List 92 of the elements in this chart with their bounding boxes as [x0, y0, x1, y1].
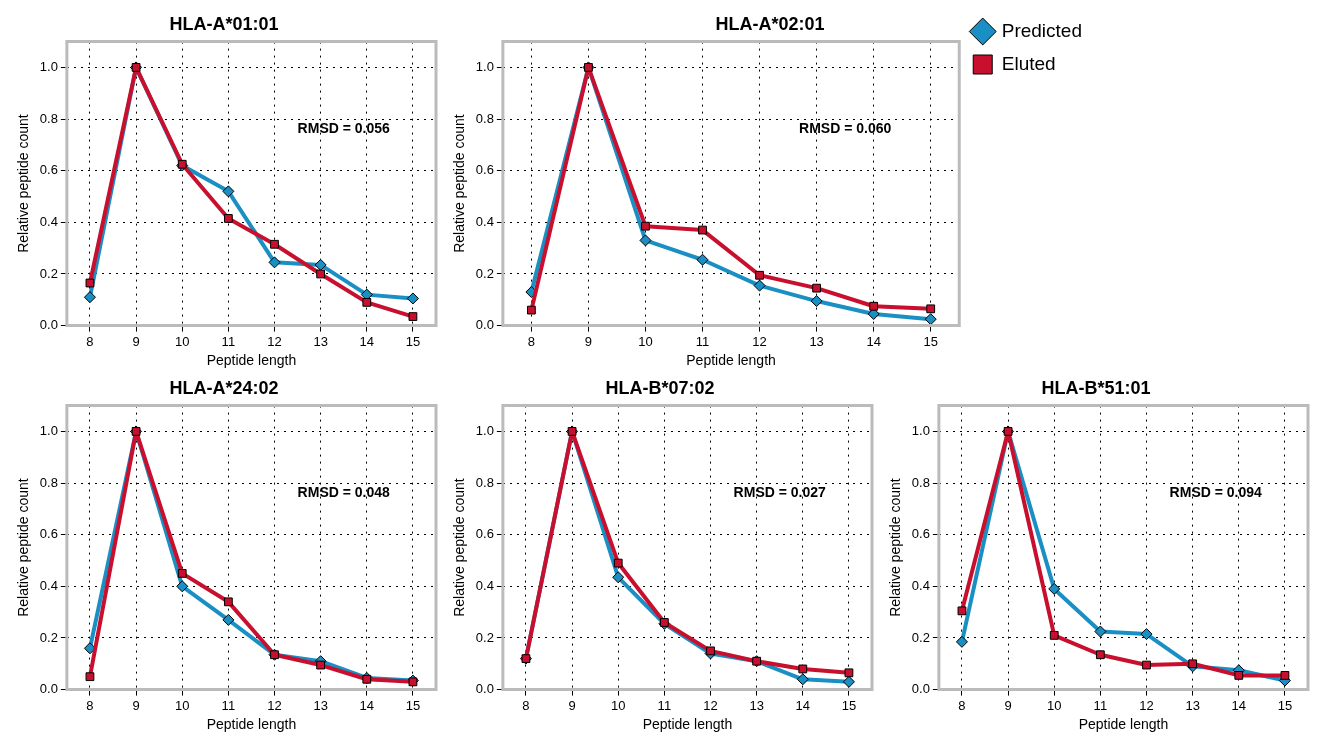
legend-label: Eluted: [1001, 52, 1056, 74]
annotation: RMSD = 0.027: [733, 484, 827, 501]
y-tick-label: 0.8: [475, 474, 494, 490]
y-tick-label: 0.2: [475, 265, 494, 281]
x-tick-label: 13: [749, 697, 764, 713]
y-tick-label: 0.2: [39, 265, 58, 281]
x-tick-label: 13: [1185, 697, 1200, 713]
y-tick-label: 0.0: [475, 317, 494, 333]
y-tick-label: 0.8: [911, 474, 930, 490]
y-axis-title: Relative peptide count: [451, 478, 468, 617]
x-tick-label: 14: [359, 697, 375, 713]
x-tick-label: 10: [174, 697, 190, 713]
x-tick-label: 12: [703, 697, 718, 713]
chart-title: HLA-A*24:02: [169, 377, 279, 398]
x-axis-title: Peptide length: [206, 352, 297, 369]
y-tick-label: 1.0: [475, 59, 494, 74]
y-tick-label: 0.2: [475, 629, 494, 645]
y-tick-label: 0.4: [39, 577, 58, 593]
y-tick-label: 0.8: [39, 110, 58, 126]
x-axis-title: Peptide length: [686, 352, 776, 369]
x-tick-label: 14: [359, 333, 375, 349]
y-tick-label: 0.4: [475, 213, 494, 229]
y-tick-label: 0.6: [911, 526, 930, 542]
x-tick-label: 15: [405, 333, 421, 349]
x-tick-label: 8: [527, 333, 536, 349]
y-tick-label: 0.8: [39, 474, 58, 490]
y-tick-label: 0.6: [39, 162, 58, 178]
annotation: RMSD = 0.094: [1169, 484, 1263, 501]
x-tick-label: 13: [313, 333, 328, 349]
y-axis-title: Relative peptide count: [15, 478, 32, 617]
x-tick-label: 11: [657, 697, 672, 713]
x-tick-label: 12: [267, 697, 282, 713]
x-tick-label: 11: [1093, 697, 1108, 713]
annotation: RMSD = 0.060: [799, 120, 892, 137]
y-tick-label: 0.0: [475, 681, 494, 697]
chart-title: HLA-B*51:01: [1041, 377, 1151, 398]
y-tick-label: 0.4: [911, 577, 930, 593]
x-tick-label: 9: [1004, 697, 1012, 713]
annotation: RMSD = 0.056: [297, 120, 391, 137]
y-tick-label: 0.2: [911, 629, 930, 645]
x-tick-label: 14: [795, 697, 811, 713]
chart-title: HLA-A*02:01: [715, 13, 825, 34]
y-tick-label: 1.0: [39, 423, 58, 438]
x-tick-label: 9: [132, 333, 140, 349]
legend-label: Predicted: [1001, 19, 1083, 41]
x-tick-label: 12: [1139, 697, 1154, 713]
x-tick-label: 15: [405, 697, 421, 713]
y-axis-title: Relative peptide count: [15, 114, 32, 253]
y-tick-label: 0.0: [39, 681, 58, 697]
x-tick-label: 8: [86, 697, 94, 713]
y-tick-label: 0.2: [39, 629, 58, 645]
y-tick-label: 0.6: [39, 526, 58, 542]
annotation: RMSD = 0.048: [297, 484, 391, 501]
y-tick-label: 0.0: [911, 681, 930, 697]
x-axis-title: Peptide length: [206, 716, 297, 733]
x-tick-label: 10: [1046, 697, 1062, 713]
x-tick-label: 10: [174, 333, 190, 349]
x-tick-label: 14: [1231, 697, 1247, 713]
x-tick-label: 15: [841, 697, 857, 713]
x-tick-label: 8: [522, 697, 530, 713]
y-tick-label: 1.0: [911, 423, 930, 438]
y-tick-label: 1.0: [475, 423, 494, 438]
y-axis-title: Relative peptide count: [887, 478, 904, 617]
y-tick-label: 1.0: [39, 59, 58, 74]
chart-title: HLA-A*01:01: [169, 13, 279, 34]
x-tick-label: 8: [86, 333, 94, 349]
y-tick-label: 0.6: [475, 162, 494, 178]
x-tick-label: 9: [568, 697, 576, 713]
x-tick-label: 13: [809, 333, 824, 349]
y-tick-label: 0.4: [39, 213, 58, 229]
x-tick-label: 10: [610, 697, 626, 713]
x-tick-label: 14: [866, 333, 881, 349]
x-tick-label: 13: [313, 697, 328, 713]
x-tick-label: 10: [638, 333, 653, 349]
x-tick-label: 12: [752, 333, 767, 349]
y-tick-label: 0.8: [475, 110, 494, 126]
x-axis-title: Peptide length: [642, 716, 733, 733]
y-tick-label: 0.4: [475, 577, 494, 593]
y-axis-title: Relative peptide count: [451, 114, 468, 253]
x-axis-title: Peptide length: [1078, 716, 1169, 733]
y-tick-label: 0.0: [39, 317, 58, 333]
x-tick-label: 9: [132, 697, 140, 713]
chart-title: HLA-B*07:02: [605, 377, 715, 398]
x-tick-label: 11: [221, 333, 236, 349]
x-tick-label: 12: [267, 333, 282, 349]
x-tick-label: 11: [695, 333, 710, 349]
y-tick-label: 0.6: [475, 526, 494, 542]
x-tick-label: 15: [1277, 697, 1293, 713]
x-tick-label: 8: [958, 697, 966, 713]
x-tick-label: 11: [221, 697, 236, 713]
x-tick-label: 15: [923, 333, 938, 349]
x-tick-label: 9: [584, 333, 593, 349]
